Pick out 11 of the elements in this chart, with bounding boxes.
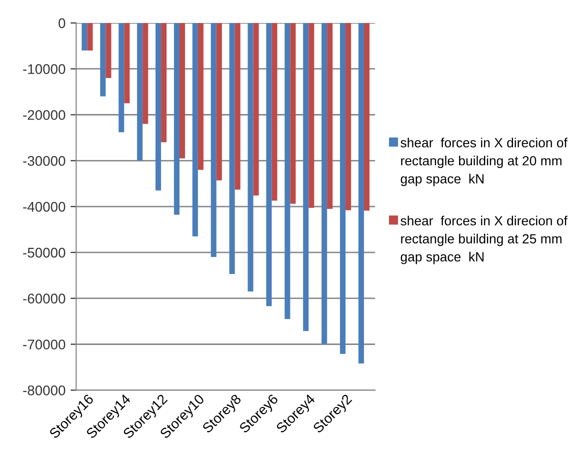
y-tick-label: -60000 <box>23 294 66 304</box>
y-tick-label: -40000 <box>23 202 66 212</box>
y-tick-label: 0 <box>58 18 66 28</box>
y-tick-label: -70000 <box>23 340 66 350</box>
y-tick-label: -30000 <box>23 156 66 166</box>
y-tick-label: -80000 <box>23 385 66 396</box>
legend-label: shear forces in X direcion of rectangle building at 25 mm gap space kN <box>400 216 568 264</box>
y-tick-label: -20000 <box>23 110 66 120</box>
y-tick-label: -10000 <box>23 64 66 74</box>
legend-label: shear forces in X direcion of rectangle building at 20 mm gap space kN <box>400 138 568 186</box>
y-tick-label: -50000 <box>23 248 66 258</box>
